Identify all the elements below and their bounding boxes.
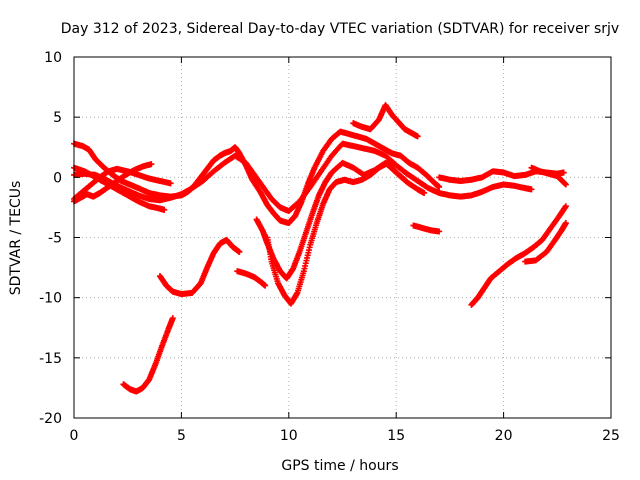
data-point — [236, 248, 243, 255]
x-tick-label: 20 — [495, 428, 513, 444]
data-point — [436, 183, 443, 190]
x-tick-label: 15 — [387, 428, 405, 444]
x-tick-label: 5 — [177, 428, 186, 444]
y-tick-labels: -20 -15 -10 -5 0 5 10 — [39, 50, 62, 427]
y-tick-label: -5 — [48, 231, 62, 247]
y-tick-label: -15 — [39, 351, 62, 367]
series-arc-n — [468, 203, 569, 308]
series-arc-o — [522, 220, 569, 265]
series-arc-g — [156, 236, 243, 298]
axis-ticks — [73, 56, 612, 419]
y-tick-label: -10 — [39, 291, 62, 307]
data-point — [562, 181, 569, 188]
series-arc-c — [71, 161, 155, 205]
data-point — [562, 203, 569, 210]
series-arc-h — [234, 268, 269, 289]
series-arc-l — [410, 222, 443, 235]
series-arc-p — [528, 164, 569, 188]
y-tick-label: 0 — [53, 170, 62, 186]
series-arc-e — [71, 165, 174, 202]
data-point — [414, 133, 421, 140]
data-points — [71, 102, 569, 395]
data-point — [401, 176, 408, 183]
x-tick-label: 0 — [70, 428, 79, 444]
y-tick-label: 10 — [44, 50, 62, 66]
data-point — [436, 228, 443, 235]
data-point — [562, 180, 569, 187]
data-point — [167, 180, 174, 187]
series-arc-b — [71, 140, 535, 215]
data-point — [262, 282, 269, 289]
data-point — [562, 220, 569, 227]
data-point — [169, 315, 176, 322]
data-point — [148, 161, 155, 168]
y-tick-label: -20 — [39, 411, 62, 427]
series-arc-k — [350, 102, 421, 140]
y-axis-label: SDTVAR / TECUs — [8, 181, 24, 296]
x-tick-label: 10 — [280, 428, 298, 444]
y-tick-label: 5 — [53, 110, 62, 126]
data-point — [421, 189, 428, 196]
data-point — [560, 169, 567, 176]
series-arc-j — [264, 159, 408, 307]
data-point — [528, 186, 535, 193]
x-tick-label: 25 — [602, 428, 620, 444]
series-arc-f — [120, 315, 176, 395]
data-point — [161, 206, 168, 213]
x-tick-labels: 0 5 10 15 20 25 — [70, 428, 620, 444]
x-axis-label: GPS time / hours — [281, 458, 398, 474]
chart-title: Day 312 of 2023, Sidereal Day-to-day VTE… — [61, 21, 619, 37]
